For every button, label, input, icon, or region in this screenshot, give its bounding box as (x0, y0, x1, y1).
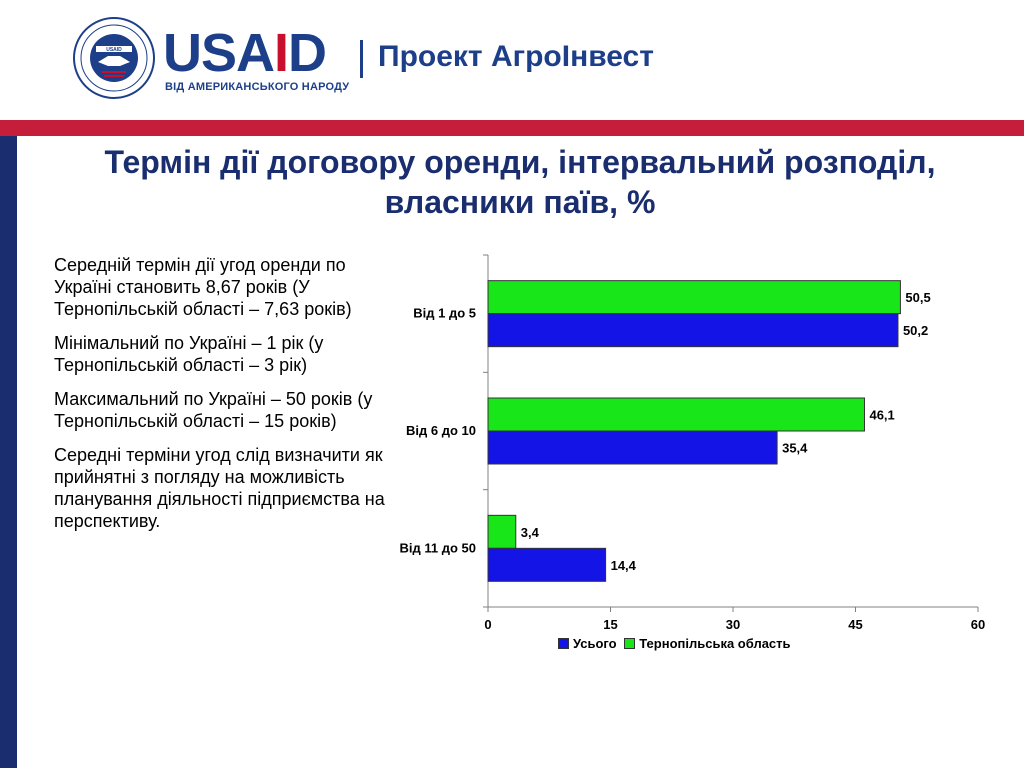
data-label: 35,4 (782, 441, 808, 456)
legend-label-region: Тернопільська область (639, 636, 791, 651)
bar-region (487, 397, 865, 432)
data-label: 46,1 (869, 408, 894, 423)
project-name: Проект АгроІнвест (378, 40, 654, 73)
legend-label-total: Усього (573, 636, 617, 651)
text-paragraph: Мінімальний по Україні – 1 рік (у Терноп… (54, 333, 324, 375)
legend-swatch-region (624, 638, 636, 649)
bar-region (487, 514, 517, 549)
left-accent-bar (0, 136, 17, 768)
text-block: Середній термін дії угод оренди по Украї… (54, 254, 394, 544)
chart-legend: Усього Тернопільська область (558, 636, 795, 652)
text-paragraph: Середні терміни угод слід визначити як п… (54, 445, 385, 531)
x-tick-label: 30 (726, 617, 740, 630)
usaid-tagline: ВІД АМЕРИКАНСЬКОГО НАРОДУ (165, 81, 350, 93)
category-label: Від 11 до 50 (400, 540, 476, 555)
data-label: 50,2 (903, 323, 928, 338)
title-line-1: Термін дії договору оренди, інтервальний… (104, 144, 936, 180)
header-divider (360, 40, 363, 78)
x-tick-label: 15 (603, 617, 617, 630)
x-tick-label: 60 (971, 617, 985, 630)
legend-swatch-total (558, 638, 569, 649)
text-paragraph: Середній термін дії угод оренди по Украї… (54, 255, 352, 319)
x-tick-label: 0 (484, 617, 491, 630)
bar-total (487, 313, 899, 348)
slide-title: Термін дії договору оренди, інтервальний… (40, 142, 1000, 222)
header: USAID USAID ВІД АМЕРИКАНСЬКОГО НАРОДУ Пр… (0, 0, 1024, 120)
bar-region (487, 280, 901, 315)
legend-item-region: Тернопільська область (624, 636, 791, 651)
bar-total (487, 430, 778, 465)
bar-total (487, 547, 607, 582)
data-label: 3,4 (521, 525, 540, 540)
usaid-wordmark: USAID (163, 23, 327, 83)
red-stripe (0, 120, 1024, 136)
usaid-seal-icon: USAID (73, 17, 155, 99)
category-label: Від 1 до 5 (413, 306, 476, 321)
legend-item-total: Усього (558, 636, 617, 651)
category-label: Від 6 до 10 (406, 423, 476, 438)
data-label: 14,4 (611, 558, 637, 573)
text-paragraph: Максимальний по Україні – 50 років (у Те… (54, 389, 373, 431)
data-label: 50,5 (905, 290, 930, 305)
svg-text:USAID: USAID (106, 47, 122, 53)
title-line-2: власники паїв, % (384, 184, 656, 220)
bar-chart: 0 15 30 45 60 Від 1 до 5 50,5 50,2 Від 6 до 10 46… (400, 254, 985, 630)
x-tick-label: 45 (848, 617, 862, 630)
